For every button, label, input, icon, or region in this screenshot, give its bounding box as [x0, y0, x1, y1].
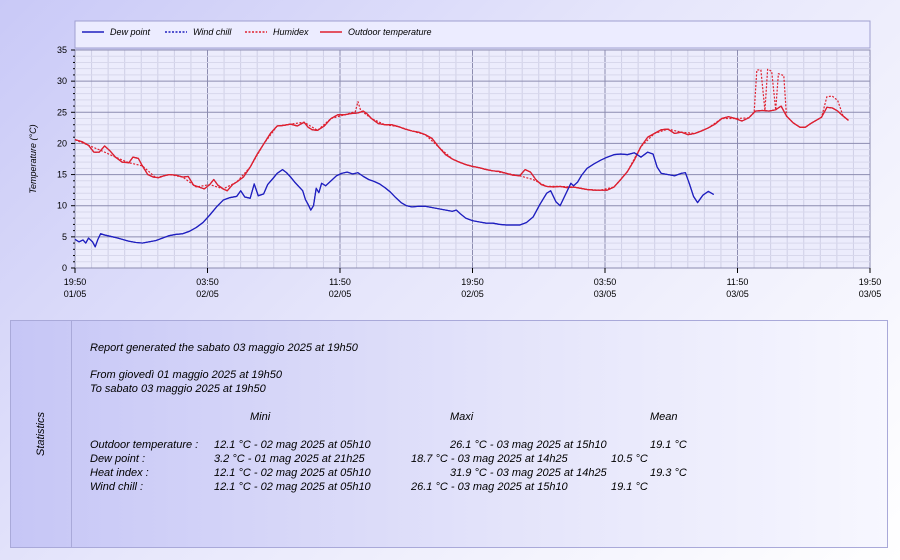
- legend-label-dew-point: Dew point: [110, 27, 151, 37]
- row-maxi-outdoor: 26.1 °C - 03 mag 2025 at 15h10: [450, 439, 607, 451]
- row-maxi-windchill: 26.1 °C - 03 mag 2025 at 15h10: [411, 481, 568, 493]
- header-maxi: Maxi: [450, 411, 474, 423]
- header-mini: Mini: [250, 411, 271, 423]
- row-mini-outdoor: 12.1 °C - 02 mag 2025 at 05h10: [214, 439, 371, 451]
- row-maxi-dewpoint: 18.7 °C - 03 mag 2025 at 14h25: [411, 453, 568, 465]
- report-generated-line: Report generated the sabato 03 maggio 20…: [90, 342, 358, 354]
- y-tick-label: 30: [57, 76, 67, 86]
- report-from-line: From giovedì 01 maggio 2025 at 19h50: [90, 369, 283, 381]
- row-mean-dewpoint: 10.5 °C: [611, 453, 648, 465]
- x-tick-label-time: 11:50: [727, 277, 749, 287]
- x-tick-label-time: 19:50: [64, 277, 87, 287]
- row-mean-heatindex: 19.3 °C: [650, 467, 687, 479]
- row-mean-windchill: 19.1 °C: [611, 481, 648, 493]
- row-label-dewpoint: Dew point :: [90, 453, 146, 465]
- x-tick-label-time: 19:50: [461, 277, 484, 287]
- series-line-top-outdoor-temperature: [74, 105, 849, 192]
- row-label-windchill: Wind chill :: [90, 481, 144, 493]
- report-to-line: To sabato 03 maggio 2025 at 19h50: [90, 383, 266, 395]
- y-tick-label: 5: [62, 232, 67, 242]
- x-tick-label-date: 02/05: [461, 289, 484, 299]
- y-tick-label: 15: [57, 170, 67, 180]
- y-tick-label: 0: [62, 263, 67, 273]
- x-tick-label-date: 03/05: [859, 289, 882, 299]
- y-tick-label: 20: [57, 138, 67, 148]
- x-tick-label-time: 19:50: [859, 277, 882, 287]
- x-tick-label-time: 03:50: [594, 277, 617, 287]
- x-tick-label-date: 03/05: [726, 289, 749, 299]
- row-maxi-heatindex: 31.9 °C - 03 mag 2025 at 14h25: [450, 467, 607, 479]
- legend-label-humidex: Humidex: [273, 27, 309, 37]
- chart-svg: 0 5 10 15 20 25 30 35 Temperature (°C) 19:50 01/05…: [28, 20, 882, 299]
- y-tick-label: 10: [57, 201, 67, 211]
- legend-box: [74, 20, 871, 49]
- x-tick-label-date: 03/05: [594, 289, 617, 299]
- x-tick-label-date: 01/05: [64, 289, 87, 299]
- legend-label-wind-chill: Wind chill: [193, 27, 232, 37]
- y-axis-title: Temperature (°C): [28, 124, 38, 193]
- x-tick-label-date: 02/05: [196, 289, 219, 299]
- row-mini-heatindex: 12.1 °C - 02 mag 2025 at 05h10: [214, 467, 371, 479]
- y-tick-label: 35: [57, 45, 67, 55]
- row-mini-dewpoint: 3.2 °C - 01 mag 2025 at 21h25: [214, 453, 365, 465]
- statistics-tab-label: Statistics: [35, 411, 47, 457]
- x-tick-label-date: 02/05: [329, 289, 352, 299]
- temperature-chart: 0 5 10 15 20 25 30 35 Temperature (°C) 19:50 01/05…: [28, 20, 882, 299]
- y-tick-label: 25: [57, 107, 67, 117]
- row-label-outdoor: Outdoor temperature :: [90, 439, 199, 451]
- row-mini-windchill: 12.1 °C - 02 mag 2025 at 05h10: [214, 481, 371, 493]
- row-label-heatindex: Heat index :: [90, 467, 149, 479]
- series-line-top-dew-point: [74, 151, 715, 248]
- legend-label-outdoor-temperature: Outdoor temperature: [348, 27, 432, 37]
- statistics-tab: Statistics: [11, 321, 72, 547]
- header-mean: Mean: [650, 411, 678, 423]
- x-tick-label-time: 11:50: [329, 277, 351, 287]
- row-mean-outdoor: 19.1 °C: [650, 439, 687, 451]
- statistics-panel: Statistics Report generated the sabato 0…: [10, 320, 888, 548]
- x-tick-label-time: 03:50: [196, 277, 219, 287]
